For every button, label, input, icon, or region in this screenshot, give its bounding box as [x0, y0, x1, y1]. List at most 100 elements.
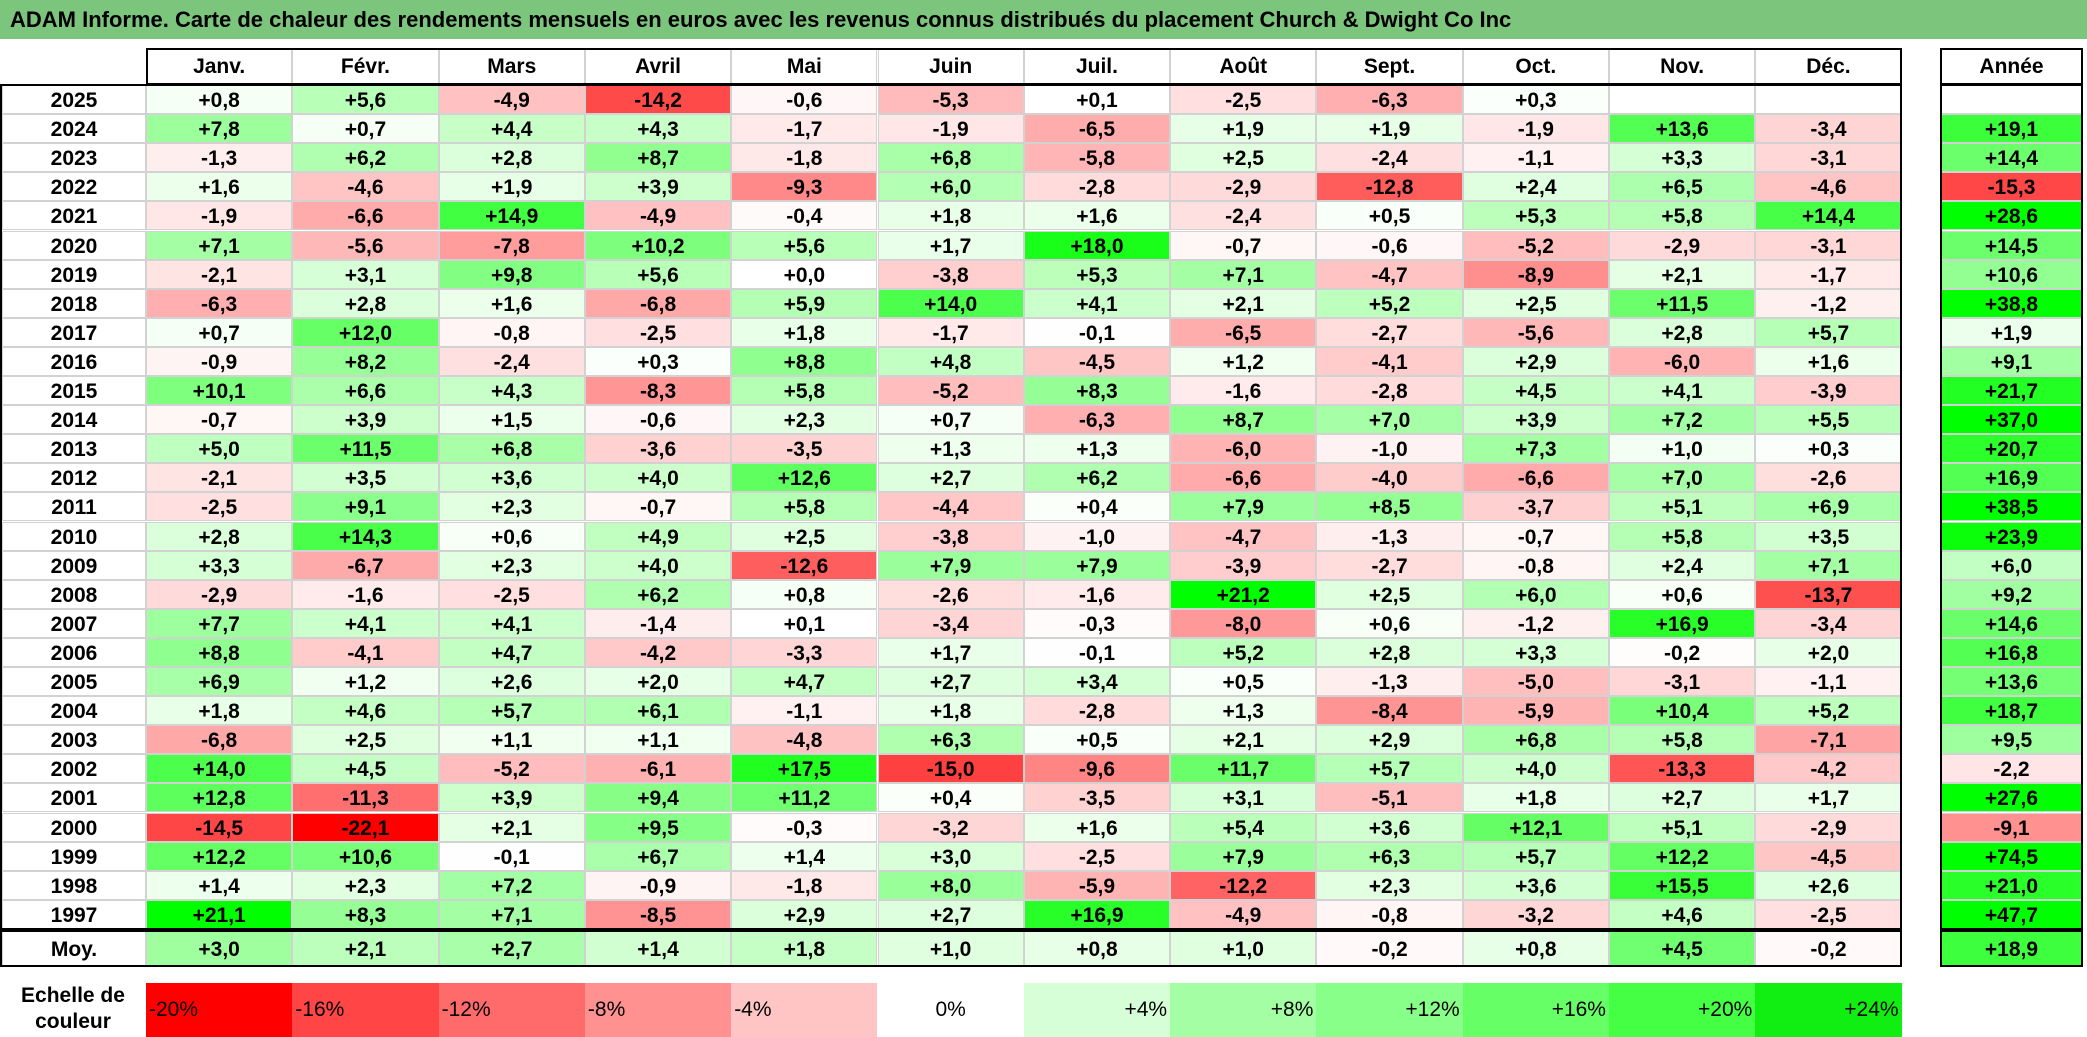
heatmap-cell: +2,0	[1755, 637, 1902, 667]
heatmap-cell: -3,2	[877, 812, 1024, 842]
annual-cell: +14,6	[1940, 608, 2083, 638]
heatmap-cell: -3,6	[584, 434, 732, 464]
year-label: 1999	[2, 841, 146, 871]
heatmap-cell: +2,8	[292, 288, 439, 318]
heatmap-cell: +7,2	[438, 870, 585, 900]
heatmap-cell	[1609, 85, 1756, 115]
heatmap-cell: -6,3	[146, 288, 293, 318]
heatmap-cell: -4,2	[1755, 754, 1902, 784]
heatmap-cell: -1,9	[877, 114, 1024, 144]
heatmap-cell: +3,9	[438, 783, 585, 813]
annual-cell: +27,6	[1940, 783, 2083, 813]
heatmap-cell: -2,7	[1316, 550, 1463, 580]
heatmap-cell: -2,6	[1755, 463, 1902, 493]
heatmap-cell: +10,2	[584, 230, 732, 260]
heatmap-cell: +1,6	[1755, 346, 1902, 376]
year-label: 1998	[2, 870, 146, 900]
heatmap-cell: +5,9	[731, 288, 878, 318]
heatmap-cell: +2,7	[877, 463, 1024, 493]
heatmap-cell: +11,2	[731, 783, 878, 813]
heatmap-cell: +2,8	[1316, 637, 1463, 667]
heatmap-cell: +0,8	[146, 85, 293, 115]
heatmap-cell: +2,3	[438, 550, 585, 580]
heatmap-cell: +2,8	[1609, 317, 1756, 347]
heatmap-cell: +1,8	[731, 317, 878, 347]
heatmap-cell: -1,3	[1316, 667, 1463, 697]
heatmap-cell: +2,4	[1609, 550, 1756, 580]
heatmap-cell: +5,7	[1462, 841, 1609, 871]
annual-cell: -9,1	[1940, 812, 2083, 842]
heatmap-cell: -2,1	[146, 259, 293, 289]
heatmap-cell: +0,6	[1609, 579, 1756, 609]
heatmap-cell: +1,4	[731, 841, 878, 871]
heatmap-cell	[1755, 85, 1902, 115]
year-label: 2005	[2, 667, 146, 697]
heatmap-cell: +15,5	[1609, 870, 1756, 900]
average-cell: -0,2	[1316, 930, 1463, 967]
heatmap-cell: -3,2	[1462, 899, 1609, 929]
average-cell: +0,8	[1023, 930, 1171, 967]
heatmap-cell: -4,7	[1170, 521, 1317, 551]
heatmap-cell: -5,2	[1462, 230, 1609, 260]
heatmap-cell: -1,7	[1755, 259, 1902, 289]
heatmap-cell: -3,5	[1023, 783, 1171, 813]
heatmap-cell: -0,1	[1023, 637, 1171, 667]
heatmap-cell: +2,8	[438, 143, 585, 173]
year-label: 2004	[2, 696, 146, 726]
heatmap-cell: -6,6	[1170, 463, 1317, 493]
heatmap-cell: -4,8	[731, 725, 878, 755]
heatmap-cell: +3,0	[877, 841, 1024, 871]
heatmap-cell: +13,6	[1609, 114, 1756, 144]
heatmap-cell: +1,9	[1170, 114, 1317, 144]
heatmap-cell: -0,6	[731, 85, 878, 115]
year-label: 2022	[2, 172, 146, 202]
heatmap-cell: -2,9	[1755, 812, 1902, 842]
heatmap-cell: +3,9	[292, 405, 439, 435]
heatmap-cell: +1,6	[438, 288, 585, 318]
heatmap-cell: +5,1	[1609, 492, 1756, 522]
heatmap-cell: +8,7	[1170, 405, 1317, 435]
heatmap-cell: -0,6	[1316, 230, 1463, 260]
heatmap-cell: -5,6	[292, 230, 439, 260]
heatmap-cell: +1,2	[292, 667, 439, 697]
year-label: 1997	[2, 899, 146, 929]
heatmap-cell: +5,7	[438, 696, 585, 726]
year-label: 2015	[2, 376, 146, 406]
heatmap-cell: +2,7	[877, 667, 1024, 697]
heatmap-cell: -1,0	[1316, 434, 1463, 464]
month-header: Août	[1170, 48, 1317, 84]
heatmap-cell: -3,5	[731, 434, 878, 464]
heatmap-cell: +0,1	[1023, 85, 1171, 115]
heatmap-cell: -5,3	[877, 85, 1024, 115]
heatmap-cell: -0,9	[146, 346, 293, 376]
legend-swatch: 0%	[877, 983, 1024, 1037]
heatmap-cell: -6,3	[1023, 405, 1171, 435]
heatmap-cell: -6,8	[584, 288, 732, 318]
heatmap-cell: -2,9	[1609, 230, 1756, 260]
heatmap-cell: -3,4	[877, 608, 1024, 638]
heatmap-cell: +1,1	[584, 725, 732, 755]
heatmap-cell: -4,2	[584, 637, 732, 667]
heatmap-cell: +5,8	[1609, 725, 1756, 755]
heatmap-cell: +7,0	[1316, 405, 1463, 435]
heatmap-cell: -1,7	[731, 114, 878, 144]
heatmap-cell: -4,5	[1755, 841, 1902, 871]
heatmap-cell: +12,2	[146, 841, 293, 871]
heatmap-cell: -4,1	[1316, 346, 1463, 376]
month-header: Févr.	[292, 48, 439, 84]
heatmap-cell: +1,3	[1023, 434, 1171, 464]
heatmap-cell: +0,3	[584, 346, 732, 376]
heatmap-cell: -12,8	[1316, 172, 1463, 202]
heatmap-cell: +2,3	[1316, 870, 1463, 900]
heatmap-cell: -6,8	[146, 725, 293, 755]
heatmap-cell: +5,2	[1170, 637, 1317, 667]
heatmap-cell: -0,8	[1462, 550, 1609, 580]
heatmap-cell: +7,1	[1755, 550, 1902, 580]
month-header: Mai	[731, 48, 878, 84]
heatmap-cell: -1,6	[1023, 579, 1171, 609]
legend-swatch: -12%	[438, 983, 585, 1037]
average-cell: +2,7	[438, 930, 585, 967]
heatmap-cell: +1,8	[877, 696, 1024, 726]
heatmap-cell: +8,8	[731, 346, 878, 376]
heatmap-cell: -1,0	[1023, 521, 1171, 551]
